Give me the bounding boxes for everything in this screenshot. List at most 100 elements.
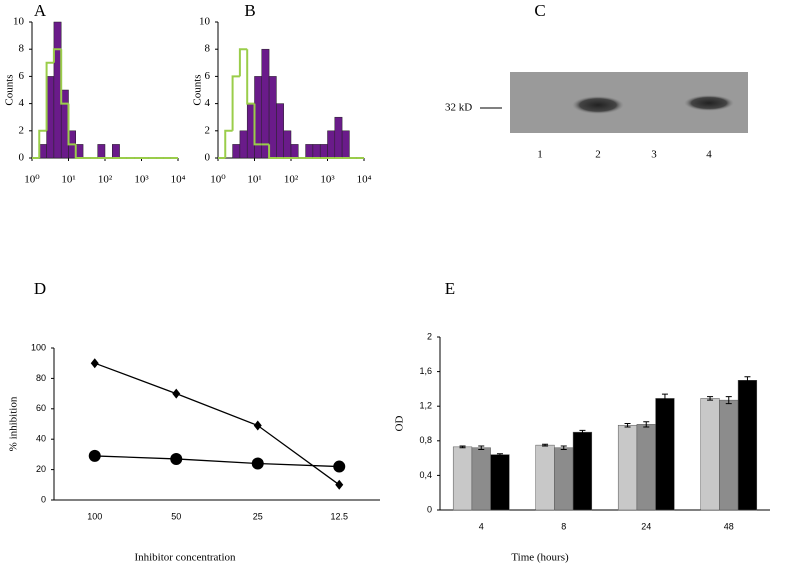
y-tick-label: 4 [19, 97, 25, 109]
point [253, 420, 262, 431]
y-tick-label: 10 [13, 16, 25, 28]
y-tick-label: 1,6 [419, 366, 432, 376]
bar [471, 447, 491, 511]
size-marker: 32 kD [445, 102, 472, 114]
histogram-outline [60, 49, 69, 105]
error-bar [661, 393, 668, 404]
bar [700, 398, 720, 511]
x-tick-label: 10¹ [247, 174, 261, 186]
bar [617, 424, 638, 511]
histogram-bar [97, 144, 106, 159]
error-bar [624, 423, 631, 428]
y-tick-label: 2 [427, 331, 432, 341]
x-tick-label: 48 [724, 521, 734, 531]
x-tick-label: 50 [171, 511, 181, 521]
histogram-bar [283, 130, 292, 159]
bar [572, 431, 593, 511]
histogram-bar [341, 130, 350, 159]
histogram-bar [305, 144, 314, 159]
series-line [94, 362, 340, 486]
histogram-outline [268, 144, 277, 159]
x-tick-label: 10⁴ [357, 174, 372, 186]
histogram-outline [38, 129, 47, 158]
x-tick-label: 10⁰ [24, 174, 40, 186]
histogram-bar [39, 144, 47, 159]
y-axis-label: Counts [4, 74, 16, 105]
lane-label: 1 [537, 149, 543, 161]
y-tick-label: 0,8 [419, 435, 432, 445]
error-bar [459, 445, 466, 449]
y-tick-label: 0 [427, 504, 432, 514]
bar [490, 454, 510, 511]
bar [535, 444, 555, 511]
y-tick-label: 6 [19, 70, 25, 82]
x-tick-label: 10³ [320, 174, 335, 186]
histogram-bar [276, 103, 284, 159]
blot-band [572, 96, 624, 114]
y-tick-label: 20 [36, 464, 46, 474]
panel-label: B [244, 1, 255, 20]
point [88, 449, 101, 462]
y-tick-label: 6 [205, 70, 211, 82]
y-tick-label: 10 [199, 16, 211, 28]
y-tick-label: 0 [19, 152, 25, 164]
error-bar [560, 445, 567, 450]
y-tick-label: 0 [205, 152, 211, 164]
error-bar [579, 429, 586, 435]
histogram-bar [261, 48, 270, 159]
blot-band [684, 95, 734, 111]
histogram-bar [312, 144, 321, 159]
y-tick-label: 8 [205, 43, 211, 55]
y-tick-label: 80 [36, 373, 46, 383]
histogram-bar [254, 76, 263, 159]
histogram-bar [46, 76, 55, 159]
histogram-bar [53, 21, 62, 159]
histogram-bar [319, 144, 328, 159]
bar [719, 399, 739, 511]
point [90, 358, 99, 369]
x-axis-label: Time (hours) [511, 552, 569, 564]
y-tick-label: 40 [36, 434, 46, 444]
x-tick-label: 10⁰ [210, 174, 226, 186]
point [172, 388, 181, 399]
y-tick-label: 8 [19, 43, 25, 55]
point [333, 460, 346, 473]
point [251, 457, 264, 470]
y-tick-label: 0,4 [419, 470, 432, 480]
x-tick-label: 10² [284, 174, 299, 186]
error-bar [496, 453, 503, 457]
lane-label: 4 [706, 149, 712, 161]
histogram-bar [290, 144, 299, 159]
histogram-bar [75, 144, 84, 159]
y-axis-label: Counts [192, 74, 204, 105]
y-tick-label: 4 [205, 97, 211, 109]
x-tick-label: 10¹ [61, 174, 75, 186]
y-tick-label: 1,2 [419, 401, 432, 411]
histogram-outline [253, 103, 262, 146]
bar [554, 447, 574, 511]
y-tick-label: 60 [36, 403, 46, 413]
y-tick-label: 100 [31, 342, 46, 352]
histogram-outline [45, 61, 54, 131]
histogram-bar [60, 89, 69, 159]
bar [452, 446, 473, 511]
panel-label: C [534, 1, 545, 20]
y-tick-label: 2 [19, 124, 25, 136]
histogram-bar [334, 116, 343, 159]
histogram-bar [268, 76, 277, 159]
histogram-bar [232, 144, 241, 159]
y-tick-label: 0 [41, 494, 46, 504]
histogram-outline [67, 103, 76, 146]
error-bar [643, 421, 650, 428]
x-tick-label: 10² [98, 174, 113, 186]
y-axis-label: % inhibition [8, 396, 20, 451]
x-tick-label: 12.5 [330, 511, 348, 521]
histogram-bar [327, 130, 336, 159]
x-tick-label: 100 [87, 511, 102, 521]
histogram-bar [246, 103, 255, 159]
lane-label: 3 [651, 149, 657, 161]
error-bar [542, 443, 549, 447]
lane-label: 2 [595, 149, 601, 161]
histogram-outline [224, 129, 233, 158]
